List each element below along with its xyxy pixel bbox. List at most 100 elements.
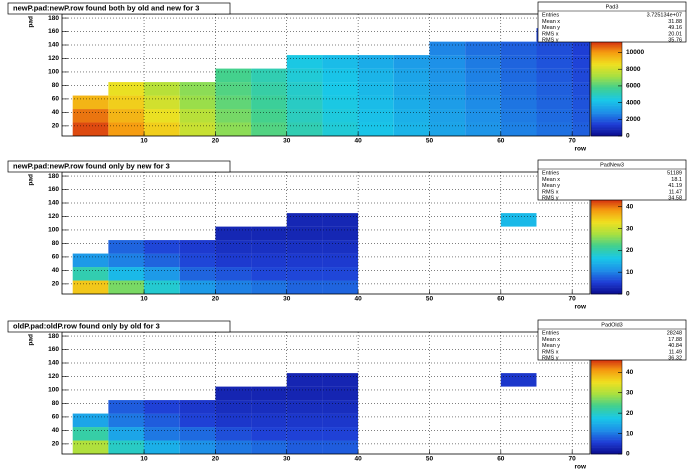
heatmap-cell [429, 68, 466, 83]
heatmap-cell [108, 427, 145, 441]
heatmap-cell [322, 440, 359, 454]
heatmap-cell [251, 226, 287, 241]
heatmap-cell [322, 413, 359, 428]
heatmap-cell [286, 440, 323, 454]
z-tick-label: 10000 [626, 49, 644, 56]
palette-step [591, 94, 622, 97]
heatmap-cell [251, 240, 287, 254]
palette-step [591, 361, 622, 364]
x-tick-label: 10 [140, 456, 148, 463]
palette-step [591, 230, 622, 232]
palette-step [591, 65, 622, 68]
palette-step [591, 131, 622, 134]
palette-step [591, 446, 622, 448]
palette-step [591, 428, 622, 431]
palette-step [591, 281, 622, 284]
heatmap-cell [393, 82, 430, 96]
heatmap-cell [144, 400, 180, 414]
heatmap-cell [536, 68, 573, 83]
heatmap-cell [322, 253, 359, 268]
palette-step [591, 60, 622, 63]
y-tick-label: 80 [52, 82, 60, 89]
heatmap-cell [286, 373, 323, 387]
heatmap-cell [286, 82, 323, 96]
heatmap-cell [286, 226, 323, 241]
stats-label: Mean x [542, 19, 560, 25]
stats-value: 34.58 [668, 196, 682, 202]
heatmap-cell [251, 122, 287, 136]
heatmap-cell [108, 109, 145, 123]
heatmap-cell [108, 413, 145, 428]
palette-step [591, 129, 622, 132]
palette-step [591, 388, 622, 391]
palette-step [591, 59, 622, 62]
heatmap-cell [572, 82, 590, 96]
title-box [7, 2, 231, 15]
y-tick-label: 100 [48, 387, 59, 394]
palette-step [591, 246, 622, 248]
heatmap-cell [286, 213, 323, 227]
palette-step [591, 447, 622, 450]
palette-step [591, 105, 622, 108]
palette-step [591, 72, 622, 74]
stats-value: 3.725134e+07 [647, 12, 682, 18]
stats-name: PadNew3 [600, 162, 624, 168]
palette-step [591, 68, 622, 71]
palette-step [591, 132, 622, 135]
palette-step [591, 100, 622, 103]
palette-step [591, 80, 622, 82]
palette-step [591, 414, 622, 416]
stats-label: Entries [542, 330, 559, 336]
palette-step [591, 439, 622, 442]
palette-step [591, 115, 622, 118]
palette-step [591, 99, 622, 102]
y-tick-label: 140 [48, 42, 59, 49]
heatmap-cell [144, 109, 180, 123]
heatmap-cell [72, 122, 109, 136]
y-tick-label: 140 [48, 200, 59, 207]
y-tick-label: 60 [52, 96, 60, 103]
y-tick-label: 40 [52, 267, 60, 274]
palette-step [591, 44, 622, 47]
heatmap-cell [465, 95, 501, 110]
palette-step [591, 92, 622, 95]
palette-step [591, 239, 622, 242]
stats-label: RMS x [542, 189, 559, 195]
palette-step [591, 258, 622, 261]
heatmap-cell [286, 95, 323, 110]
heatmap-cell [215, 253, 252, 268]
heatmap-cell [108, 240, 145, 254]
x-tick-label: 40 [354, 456, 362, 463]
heatmap-cell [322, 226, 359, 241]
x-tick-label: 20 [212, 456, 220, 463]
heatmap-cell [536, 41, 573, 56]
heatmap-cell [500, 373, 537, 387]
x-tick-label: 50 [426, 138, 434, 145]
palette-step [591, 67, 622, 70]
palette-step [591, 56, 622, 58]
heatmap-cell [72, 109, 109, 123]
heatmap-cell [322, 55, 359, 69]
heatmap-cell [215, 226, 252, 241]
heatmap-cell [465, 109, 501, 123]
palette-step [591, 417, 622, 420]
heatmap-cell [429, 82, 466, 96]
palette-step [591, 78, 622, 81]
heatmap-cell [286, 280, 323, 294]
x-tick-label: 70 [569, 296, 577, 303]
heatmap-cell [286, 55, 323, 69]
stats-label: Mean y [542, 25, 560, 31]
palette-step [591, 217, 622, 220]
x-axis-label: row [574, 304, 587, 311]
y-tick-label: 120 [48, 213, 59, 220]
heatmap-cell [286, 122, 323, 136]
z-tick-label: 20 [626, 247, 634, 254]
heatmap-cell [144, 413, 180, 428]
palette-step [591, 233, 622, 236]
heatmap-cell [465, 122, 501, 136]
stats-label: RMS y [542, 38, 559, 44]
palette-step [591, 268, 622, 271]
title-box [7, 160, 231, 173]
palette-step [591, 386, 622, 389]
palette-step [591, 372, 622, 375]
